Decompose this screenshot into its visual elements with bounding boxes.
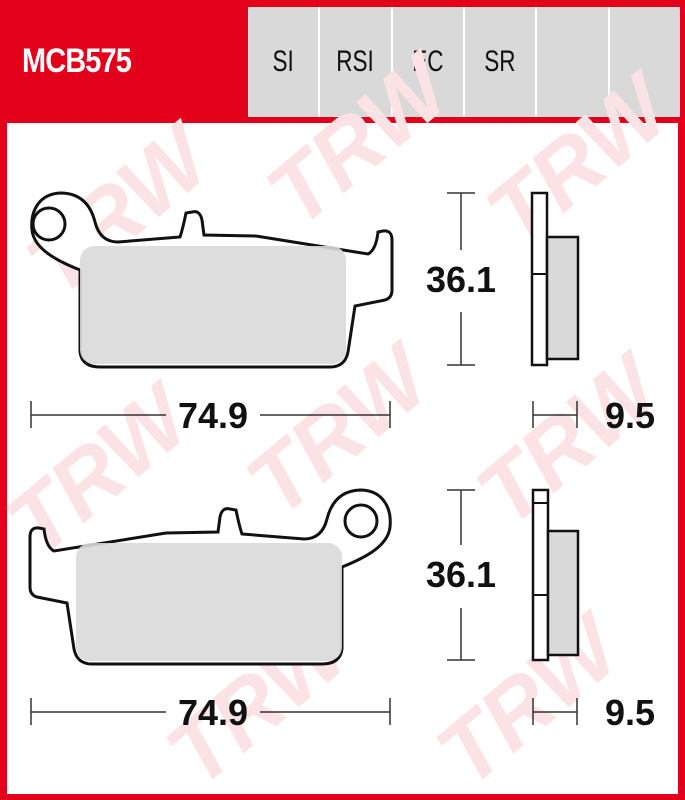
height-label: 36.1 — [426, 259, 496, 300]
brake-pad-front-view — [30, 191, 394, 369]
compound-cell — [609, 7, 680, 117]
height-dimension — [447, 192, 475, 366]
thickness-label: 9.5 — [605, 692, 655, 733]
svg-text:TRW: TRW — [249, 34, 474, 246]
compound-cell: SR — [464, 7, 536, 117]
compound-table: SI RSI EC SR — [248, 7, 680, 117]
compound-cell: RSI — [320, 7, 391, 117]
part-number: MCB575 — [22, 41, 132, 80]
height-label: 36.1 — [426, 554, 496, 595]
drawing-panel — [7, 123, 678, 794]
compound-cell — [537, 7, 608, 117]
compound-cell: EC — [392, 7, 463, 117]
width-dimension — [30, 401, 391, 428]
svg-text:TRW: TRW — [459, 334, 684, 546]
width-label: 74.9 — [178, 692, 248, 733]
compound-cell: SI — [248, 7, 319, 117]
thickness-dimension — [532, 401, 578, 428]
thickness-label: 9.5 — [605, 395, 655, 436]
brake-pad-side-view — [530, 191, 580, 367]
height-dimension — [447, 489, 475, 661]
thickness-dimension — [532, 698, 578, 725]
width-dimension — [30, 698, 391, 725]
svg-text:TRW: TRW — [469, 54, 685, 266]
brake-pad-side-view — [531, 488, 580, 662]
brake-pad-front-view — [28, 488, 392, 666]
watermark: TRW TRW TRW TRW TRW TRW TRW TRW — [0, 34, 685, 800]
width-label: 74.9 — [178, 395, 248, 436]
